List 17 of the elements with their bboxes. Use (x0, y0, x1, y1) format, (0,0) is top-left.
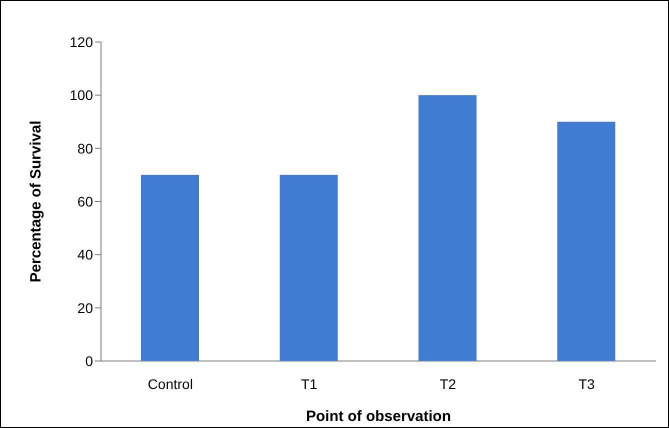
y-tick-label: 100 (70, 87, 94, 104)
x-tick-label: T2 (440, 376, 456, 392)
y-axis-title: Percentage of Survival (27, 120, 44, 282)
y-tick-label: 20 (77, 300, 94, 316)
x-axis-title: Point of observation (306, 408, 452, 425)
bar (280, 174, 338, 361)
bar (141, 174, 199, 361)
x-tick-label: Control (148, 376, 193, 392)
x-tick-label: T1 (300, 376, 318, 392)
bar (557, 122, 616, 361)
y-tick-label: 60 (77, 193, 94, 210)
y-tick-label: 40 (77, 246, 94, 263)
y-tick-label: 120 (70, 34, 94, 50)
bar (418, 95, 476, 361)
y-tick-label: 0 (85, 352, 94, 369)
x-tick-label: T3 (578, 376, 596, 392)
y-tick-label: 80 (77, 140, 94, 156)
